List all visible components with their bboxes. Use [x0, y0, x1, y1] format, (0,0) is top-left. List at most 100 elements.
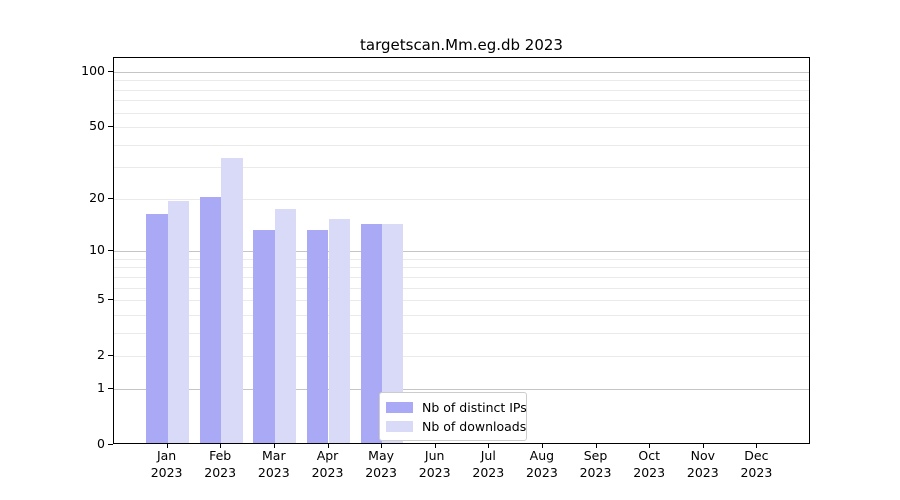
year-label: 2023 — [633, 464, 666, 480]
year-label: 2023 — [365, 464, 397, 480]
y-tick-label-100: 100 — [81, 62, 105, 78]
gridline-6 — [114, 287, 809, 289]
legend-swatch — [386, 421, 413, 432]
month-label: Dec — [744, 448, 769, 463]
month-label: Mar — [262, 448, 286, 463]
legend-item-distinct-ips: Nb of distinct IPs — [386, 399, 527, 416]
x-tick-mark-may — [381, 444, 383, 448]
gridline-9 — [114, 258, 809, 260]
gridline-100 — [114, 71, 809, 73]
x-tick-label-sep: Sep 2023 — [566, 448, 626, 481]
x-tick-label-may: May 2023 — [351, 448, 411, 481]
legend-item-downloads: Nb of downloads — [386, 418, 526, 435]
year-label: 2023 — [257, 464, 290, 480]
y-tick-mark-50 — [108, 125, 113, 127]
gridline-40 — [114, 144, 809, 146]
plot-area — [113, 57, 810, 444]
month-label: Oct — [638, 448, 660, 463]
month-label: Aug — [529, 448, 555, 463]
y-tick-label-50: 50 — [89, 117, 105, 133]
x-tick-label-oct: Oct 2023 — [619, 448, 679, 481]
y-tick-label-1: 1 — [97, 379, 105, 395]
month-label: Apr — [316, 448, 339, 463]
gridline-90 — [114, 80, 809, 82]
gridline-3 — [114, 332, 809, 334]
y-tick-mark-20 — [108, 197, 113, 199]
gridline-70 — [114, 100, 809, 102]
legend-label: Nb of downloads — [422, 419, 527, 434]
x-tick-label-jul: Jul 2023 — [458, 448, 518, 481]
y-tick-label-2: 2 — [97, 347, 105, 363]
x-tick-mark-apr — [327, 444, 329, 448]
year-label: 2023 — [686, 464, 719, 480]
y-tick-label-10: 10 — [89, 242, 105, 257]
gridline-1 — [114, 388, 809, 390]
year-label: 2023 — [150, 464, 183, 480]
x-tick-mark-jul — [488, 444, 490, 448]
year-label: 2023 — [740, 464, 773, 480]
year-label: 2023 — [418, 464, 451, 480]
gridline-60 — [114, 112, 809, 114]
bar-ips-mar — [253, 229, 275, 443]
month-label: May — [368, 448, 395, 463]
bar-downloads-mar — [274, 209, 297, 443]
bar-ips-may — [360, 223, 382, 443]
bar-ips-feb — [199, 196, 222, 443]
year-label: 2023 — [525, 464, 558, 480]
x-tick-label-feb: Feb 2023 — [190, 448, 250, 481]
y-tick-mark-1 — [108, 387, 113, 389]
y-tick-mark-0 — [108, 444, 113, 445]
year-label: 2023 — [472, 464, 505, 480]
x-tick-mark-jun — [434, 444, 436, 448]
gridline-5 — [114, 300, 809, 302]
legend-swatch — [386, 402, 413, 413]
y-tick-label-0: 0 — [97, 436, 105, 451]
x-tick-label-jan: Jan 2023 — [137, 448, 197, 481]
month-label: Sep — [583, 448, 608, 463]
y-tick-mark-2 — [108, 355, 113, 357]
y-tick-mark-5 — [108, 299, 113, 301]
year-label: 2023 — [311, 464, 344, 480]
gridline-7 — [114, 276, 809, 278]
x-tick-mark-aug — [541, 444, 543, 448]
x-tick-label-apr: Apr 2023 — [298, 448, 358, 481]
x-tick-mark-feb — [220, 444, 222, 448]
y-tick-mark-100 — [108, 70, 113, 72]
y-tick-label-20: 20 — [89, 189, 105, 205]
gridline-10 — [114, 251, 809, 252]
month-label: Feb — [209, 448, 232, 463]
chart-title: targetscan.Mm.eg.db 2023 — [360, 36, 563, 54]
x-tick-mark-oct — [649, 444, 651, 448]
bar-downloads-feb — [221, 157, 243, 443]
legend-label: Nb of distinct IPs — [422, 400, 527, 415]
bar-downloads-jan — [167, 200, 189, 443]
month-label: Nov — [690, 448, 715, 463]
x-tick-label-aug: Aug 2023 — [512, 448, 572, 481]
bar-downloads-may — [382, 223, 404, 443]
gridline-80 — [114, 89, 809, 91]
x-tick-mark-nov — [702, 444, 704, 448]
gridline-8 — [114, 267, 809, 269]
month-label: Jun — [424, 448, 445, 463]
gridline-2 — [114, 356, 809, 358]
gridline-4 — [114, 314, 809, 316]
gridline-20 — [114, 198, 809, 200]
x-tick-mark-jan — [166, 444, 168, 448]
legend: Nb of distinct IPs Nb of downloads — [379, 392, 527, 441]
bar-ips-apr — [307, 229, 329, 443]
bar-downloads-apr — [328, 218, 350, 443]
gridline-50 — [114, 126, 809, 128]
year-label: 2023 — [579, 464, 612, 480]
month-label: Jul — [480, 448, 496, 463]
year-label: 2023 — [204, 464, 237, 480]
month-label: Jan — [156, 448, 177, 463]
x-tick-label-nov: Nov 2023 — [673, 448, 733, 481]
x-tick-mark-dec — [756, 444, 758, 448]
y-tick-label-5: 5 — [97, 291, 105, 307]
x-tick-mark-mar — [273, 444, 275, 448]
x-tick-mark-sep — [595, 444, 597, 448]
x-tick-label-dec: Dec 2023 — [726, 448, 786, 481]
y-tick-mark-10 — [108, 250, 113, 251]
bar-ips-jan — [146, 213, 168, 443]
